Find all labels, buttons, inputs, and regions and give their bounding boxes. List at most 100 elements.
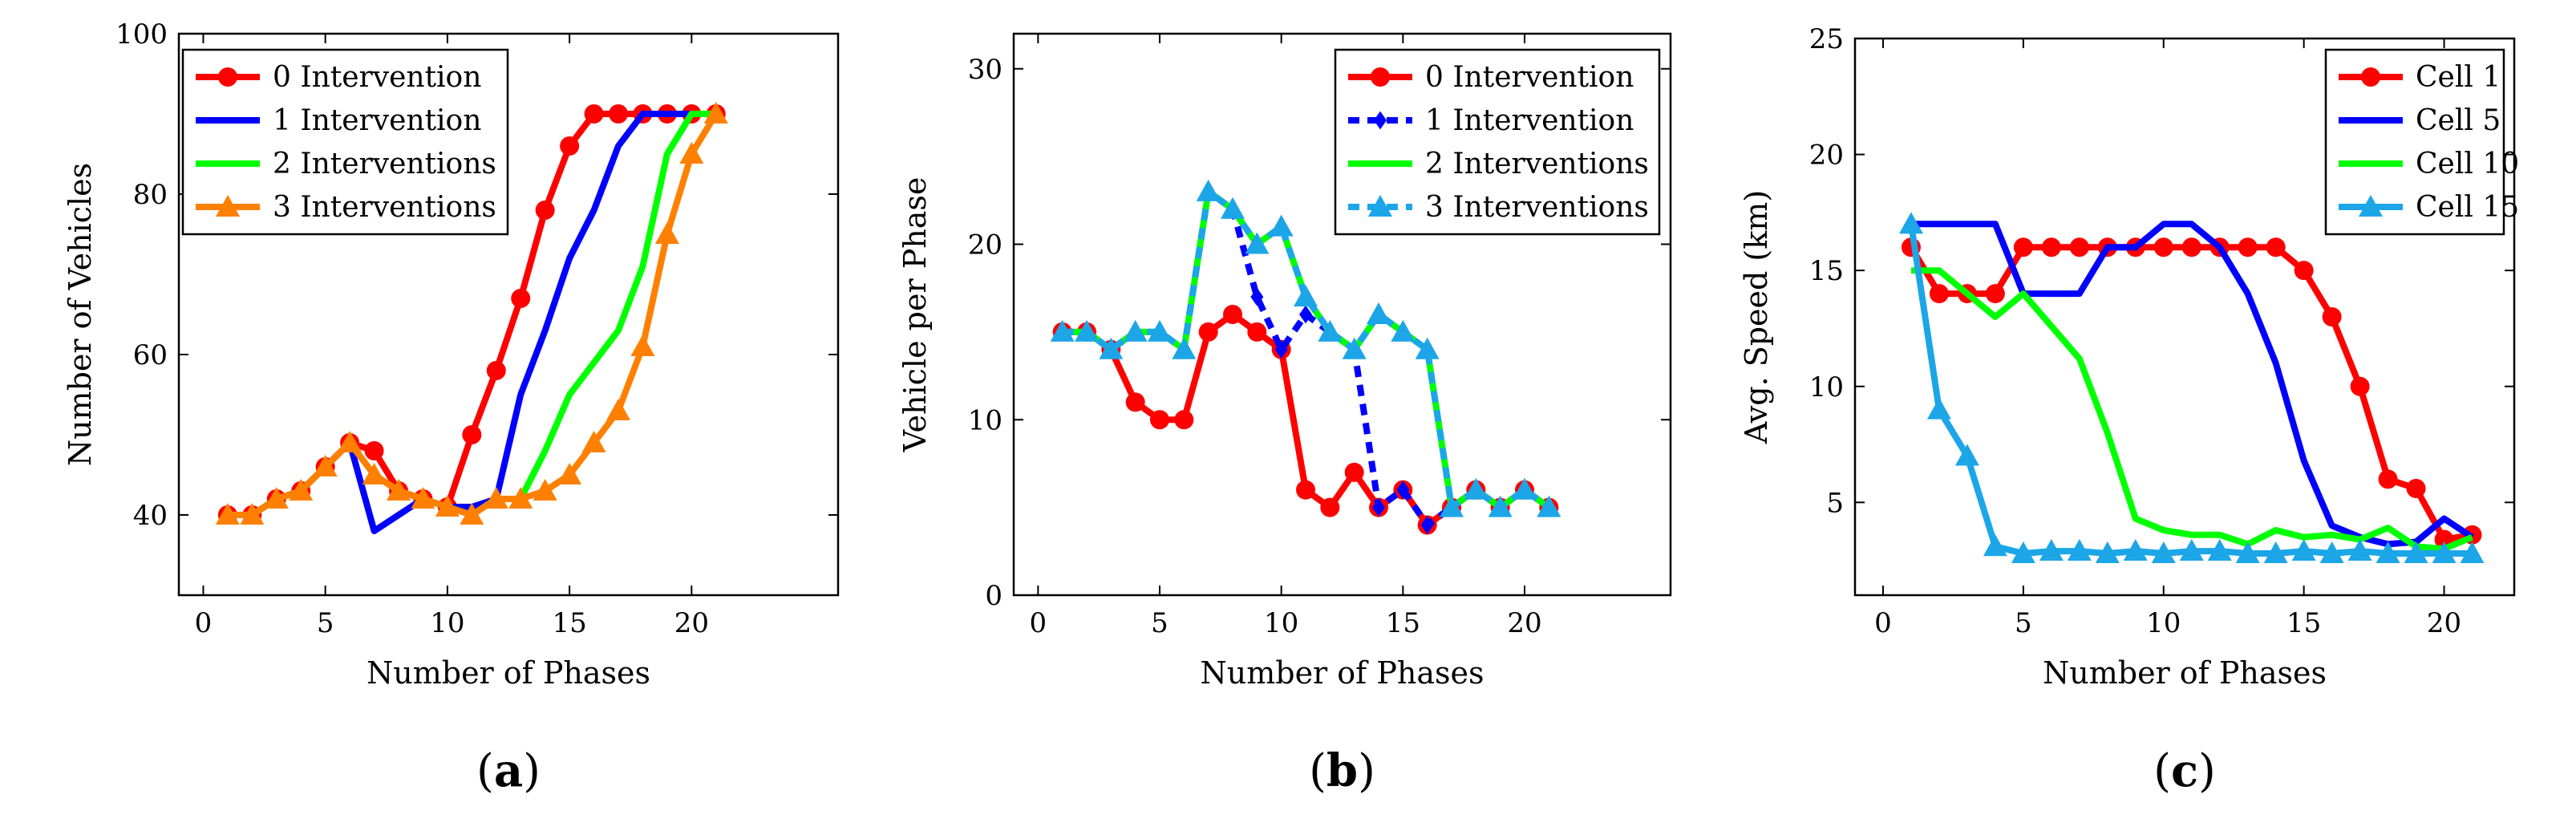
data-point — [2153, 237, 2173, 257]
series-line — [1062, 188, 1551, 511]
data-point — [1196, 179, 1221, 201]
data-point — [2235, 541, 2260, 563]
x-tick-label: 0 — [1030, 607, 1047, 639]
plot-frame-c — [1853, 37, 2516, 597]
data-point — [215, 503, 240, 525]
data-point — [2350, 376, 2370, 396]
x-tick-label: 10 — [430, 607, 464, 639]
legend-label: Cell 1 — [2416, 61, 2501, 94]
data-point — [1274, 340, 1288, 359]
data-point — [1537, 495, 1561, 517]
panel-caption-c: (c) — [2153, 744, 2216, 797]
data-point — [435, 495, 460, 517]
data-point — [1985, 284, 2005, 304]
chart-panel-b: 0 5 10 15 20 0 10 20 30 Number of Phases Vehicle p… — [897, 32, 1672, 797]
series-b-3 — [1062, 188, 1551, 511]
data-point — [609, 104, 628, 124]
data-point — [1320, 497, 1340, 517]
legend-marker — [1368, 195, 1392, 217]
legend-box — [1334, 48, 1661, 236]
data-point — [1099, 337, 1124, 359]
data-point — [584, 104, 604, 124]
data-point — [1367, 302, 1391, 324]
legend-label: 2 Interventions — [273, 148, 496, 180]
legend-marker — [216, 195, 240, 217]
y-axis-title-a: Number of Vehicles — [63, 163, 98, 466]
y-tick-label: 80 — [133, 179, 168, 211]
data-point — [2263, 541, 2288, 563]
legend-label: 1 Intervention — [273, 104, 481, 137]
data-point — [2460, 541, 2485, 563]
chart-panel-c: 0 5 10 15 20 5 10 15 20 25 Number of Phases Avg. Sp… — [1739, 23, 2519, 797]
series-line — [1911, 267, 2474, 553]
y-tick-label: 20 — [1809, 140, 1844, 172]
data-point — [1269, 214, 1294, 237]
data-point — [1150, 410, 1169, 430]
data-point — [460, 503, 484, 525]
panel-caption-b: (b) — [1309, 744, 1375, 797]
data-point — [2123, 539, 2148, 561]
series-b-4 — [1050, 179, 1561, 517]
data-point — [1299, 305, 1312, 324]
y-axis-title-b: Vehicle per Phase — [897, 177, 933, 453]
data-point — [1296, 480, 1315, 500]
legend-label: Cell 10 — [2416, 148, 2519, 180]
x-tick-label: 5 — [2015, 607, 2032, 639]
legend-label: Cell 15 — [2416, 191, 2519, 224]
data-point — [338, 431, 363, 452]
data-point — [1391, 319, 1416, 342]
x-tick-label: 20 — [1507, 607, 1541, 639]
x-tick-label: 20 — [2427, 607, 2461, 639]
data-point — [2322, 307, 2342, 326]
data-point — [1050, 319, 1075, 342]
x-tick-label: 15 — [2286, 607, 2321, 639]
series-line — [1908, 223, 2473, 557]
y-tick-label: 25 — [1809, 23, 1844, 55]
data-point — [1221, 197, 1245, 219]
data-point — [1075, 319, 1099, 342]
data-point — [511, 289, 531, 308]
y-tick-label: 100 — [115, 18, 168, 51]
x-tick-label: 10 — [1264, 607, 1298, 639]
x-tick-label: 5 — [1151, 607, 1169, 639]
legend-label: 1 Intervention — [1425, 104, 1634, 137]
data-point — [703, 102, 728, 124]
data-point — [1148, 319, 1172, 342]
data-point — [2011, 541, 2035, 563]
data-point — [2013, 237, 2033, 257]
legend-marker — [2361, 67, 2380, 87]
legend-a: 0 Intervention 1 Intervention 2 Interventi… — [181, 48, 509, 236]
data-point — [240, 503, 265, 525]
data-point — [2069, 237, 2089, 257]
y-tick-label: 30 — [968, 54, 1002, 86]
data-point — [2266, 237, 2286, 257]
data-point — [2179, 539, 2204, 561]
x-tick-label: 5 — [317, 607, 334, 639]
data-point — [1488, 495, 1513, 517]
legend-label: Cell 5 — [2416, 104, 2501, 137]
data-point — [2406, 478, 2426, 498]
y-axis-title-c: Avg. Speed (km) — [1739, 190, 1774, 444]
series-c-2 — [1911, 221, 2474, 548]
data-point — [1294, 285, 1318, 307]
y-tick-label: 60 — [133, 339, 168, 371]
y-tick-label: 10 — [968, 404, 1002, 436]
series-line — [1062, 188, 1551, 511]
data-point — [533, 479, 557, 501]
data-point — [1318, 319, 1343, 342]
data-point — [1247, 322, 1267, 342]
legend-marker — [1374, 111, 1387, 130]
data-point — [2067, 539, 2092, 561]
panel-caption-a: (a) — [476, 744, 541, 797]
chart-panel-a: 0 5 10 15 20 40 60 80 100 Number of Phases Number … — [63, 18, 840, 797]
y-tick-label: 15 — [1809, 255, 1844, 287]
data-point — [2294, 261, 2314, 281]
x-axis-title-c: Number of Phases — [2043, 655, 2327, 691]
x-tick-label: 10 — [2146, 607, 2181, 639]
data-point — [557, 463, 582, 484]
x-axis-title-b: Number of Phases — [1200, 655, 1484, 691]
data-point — [486, 361, 506, 380]
data-point — [2041, 237, 2061, 257]
y-tick-label: 10 — [1809, 371, 1844, 403]
x-tick-label: 20 — [674, 607, 709, 639]
